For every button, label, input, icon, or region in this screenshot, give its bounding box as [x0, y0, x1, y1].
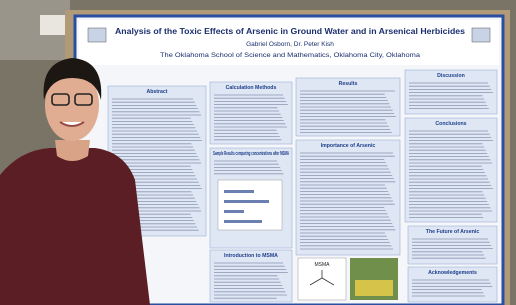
poster-affiliation: The Oklahoma School of Science and Mathe…	[160, 52, 420, 59]
logo-right	[472, 28, 490, 42]
panel-heading: Abstract	[146, 89, 167, 95]
logo-left	[88, 28, 106, 42]
poster-panel	[405, 118, 497, 222]
panel-heading: Discussion	[437, 73, 465, 79]
panel-heading: Importance of Arsenic	[321, 143, 376, 149]
plant-image-detail	[355, 280, 393, 296]
poster-chart-bar	[224, 190, 254, 193]
poster-panel	[210, 82, 292, 144]
poster-authors: Gabriel Osborn, Dr. Peter Kish	[246, 41, 334, 48]
poster-chart-bar	[224, 200, 269, 203]
panel-heading: Introduction to MSMA	[224, 253, 278, 259]
panel-heading: The Future of Arsenic	[426, 229, 480, 235]
page: {"header": {"title": "Analysis of the To…	[0, 0, 516, 305]
panel-heading: Conclusions	[435, 121, 466, 127]
poster-title: Analysis of the Toxic Effects of Arsenic…	[115, 26, 465, 36]
person-shirt	[0, 148, 150, 305]
poster-chart-bar	[224, 210, 244, 213]
panel-heading: Results	[339, 81, 358, 87]
panel-heading: Calculation Methods	[226, 85, 277, 91]
panel-heading: Sample Results comparing concentrations …	[213, 151, 289, 157]
panel-heading: Acknowledgements	[428, 270, 477, 276]
poster-chart-bar	[224, 220, 262, 223]
molecule-label: MSMA	[315, 262, 331, 268]
photo: Analysis of the Toxic Effects of Arsenic…	[0, 0, 516, 305]
